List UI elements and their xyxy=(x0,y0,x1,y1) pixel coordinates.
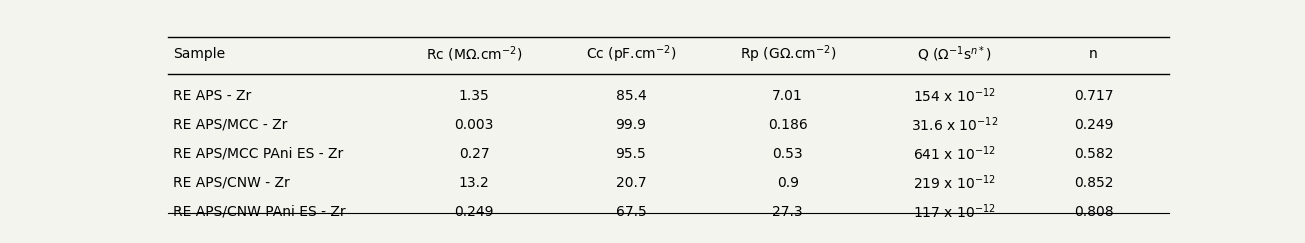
Text: 117 x 10$^{-12}$: 117 x 10$^{-12}$ xyxy=(913,202,996,221)
Text: RE APS/CNW PAni ES - Zr: RE APS/CNW PAni ES - Zr xyxy=(174,205,346,219)
Text: Rc (M$\Omega$.cm$^{-2}$): Rc (M$\Omega$.cm$^{-2}$) xyxy=(425,45,522,64)
Text: 85.4: 85.4 xyxy=(616,89,646,103)
Text: RE APS/MCC PAni ES - Zr: RE APS/MCC PAni ES - Zr xyxy=(174,147,343,161)
Text: 0.582: 0.582 xyxy=(1074,147,1113,161)
Text: 95.5: 95.5 xyxy=(616,147,646,161)
Text: 641 x 10$^{-12}$: 641 x 10$^{-12}$ xyxy=(913,144,996,163)
Text: RE APS/CNW - Zr: RE APS/CNW - Zr xyxy=(174,176,290,190)
Text: 0.249: 0.249 xyxy=(454,205,493,219)
Text: 0.9: 0.9 xyxy=(776,176,799,190)
Text: 13.2: 13.2 xyxy=(459,176,489,190)
Text: 1.35: 1.35 xyxy=(459,89,489,103)
Text: 0.003: 0.003 xyxy=(454,118,493,132)
Text: 99.9: 99.9 xyxy=(616,118,646,132)
Text: 0.27: 0.27 xyxy=(459,147,489,161)
Text: 20.7: 20.7 xyxy=(616,176,646,190)
Text: Sample: Sample xyxy=(174,47,226,61)
Text: 0.186: 0.186 xyxy=(767,118,808,132)
Text: 27.3: 27.3 xyxy=(773,205,803,219)
Text: 219 x 10$^{-12}$: 219 x 10$^{-12}$ xyxy=(913,173,996,192)
Text: 0.53: 0.53 xyxy=(773,147,803,161)
Text: Rp (G$\Omega$.cm$^{-2}$): Rp (G$\Omega$.cm$^{-2}$) xyxy=(740,44,835,65)
Text: 67.5: 67.5 xyxy=(616,205,646,219)
Text: 0.717: 0.717 xyxy=(1074,89,1113,103)
Text: Cc (pF.cm$^{-2}$): Cc (pF.cm$^{-2}$) xyxy=(586,44,676,65)
Text: 31.6 x 10$^{-12}$: 31.6 x 10$^{-12}$ xyxy=(911,115,998,134)
Text: RE APS/MCC - Zr: RE APS/MCC - Zr xyxy=(174,118,287,132)
Text: 7.01: 7.01 xyxy=(773,89,803,103)
Text: n: n xyxy=(1090,47,1098,61)
Text: 0.808: 0.808 xyxy=(1074,205,1113,219)
Text: 0.249: 0.249 xyxy=(1074,118,1113,132)
Text: 154 x 10$^{-12}$: 154 x 10$^{-12}$ xyxy=(913,86,996,105)
Text: RE APS - Zr: RE APS - Zr xyxy=(174,89,252,103)
Text: Q ($\Omega^{-1}$s$^{n*}$): Q ($\Omega^{-1}$s$^{n*}$) xyxy=(917,45,992,64)
Text: 0.852: 0.852 xyxy=(1074,176,1113,190)
